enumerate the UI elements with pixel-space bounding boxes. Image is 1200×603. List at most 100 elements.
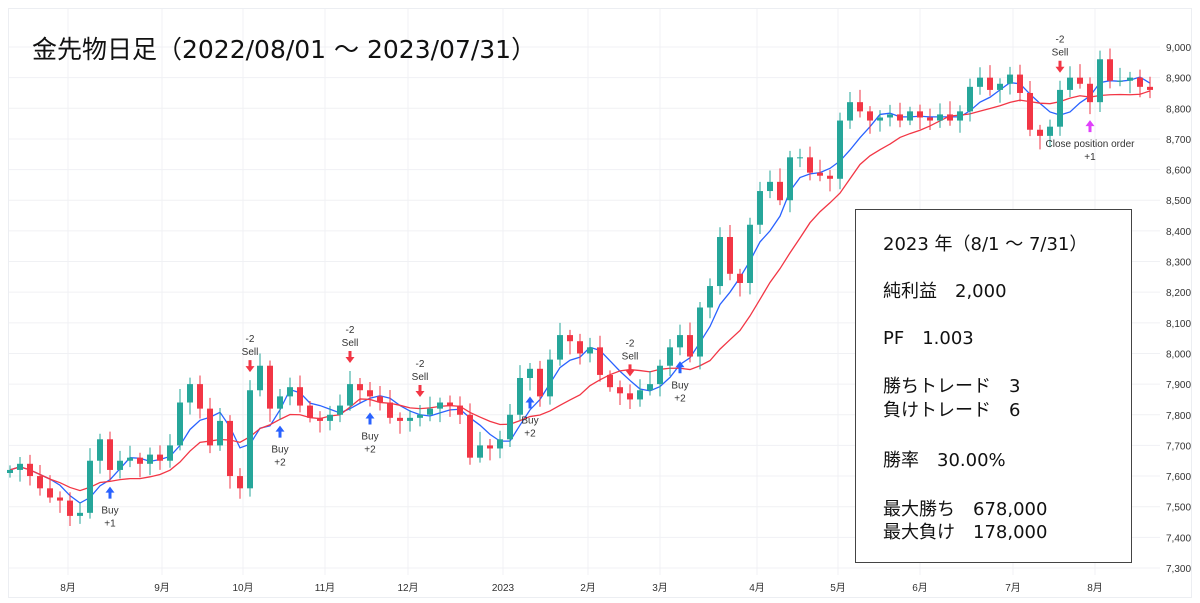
candle	[197, 375, 203, 419]
candle-body	[247, 390, 253, 489]
candle-body	[377, 396, 383, 403]
candle	[487, 438, 493, 461]
candle	[837, 112, 843, 190]
candle-body	[27, 463, 33, 477]
signal-label: Sell	[622, 351, 639, 362]
candle-body	[567, 335, 573, 342]
x-tick-label: 5月	[830, 582, 846, 594]
y-tick-label: 8,100	[1166, 319, 1191, 330]
x-tick-label: 10月	[232, 582, 253, 594]
candle	[497, 430, 503, 459]
candle-body	[577, 341, 583, 354]
candle	[547, 349, 553, 405]
candle	[447, 395, 453, 417]
candle	[607, 370, 613, 392]
close-arrow-icon	[1085, 120, 1095, 133]
sell-arrow-icon	[415, 384, 425, 397]
candle	[97, 433, 103, 474]
candle-body	[87, 460, 93, 513]
candle-body	[257, 365, 263, 391]
candle-body	[57, 497, 63, 501]
candle-body	[637, 390, 643, 400]
x-tick-label: 2023	[492, 583, 515, 594]
candle	[777, 168, 783, 206]
candle-body	[297, 387, 303, 406]
candle	[967, 78, 973, 122]
candle-body	[557, 335, 563, 360]
candle-body	[667, 347, 673, 366]
candle-body	[727, 237, 733, 274]
candle-body	[1147, 86, 1153, 90]
candle-body	[757, 191, 763, 225]
candle-body	[1077, 77, 1083, 84]
candle-body	[1017, 74, 1023, 93]
x-tick-label: 2月	[580, 582, 596, 594]
candle-body	[1097, 59, 1103, 103]
candle-body	[657, 365, 663, 385]
signal-label: Buy	[521, 416, 538, 427]
candle-body	[407, 417, 413, 421]
candle	[1117, 67, 1123, 87]
sell-arrow-icon	[345, 350, 355, 363]
candle-body	[977, 77, 983, 87]
candle	[77, 502, 83, 524]
candle-body	[497, 439, 503, 449]
candle	[467, 403, 473, 465]
signal-label: Close position order	[1046, 139, 1136, 150]
candle	[397, 412, 403, 434]
candle	[157, 445, 163, 470]
signal-qty: +1	[1084, 152, 1096, 163]
candle	[1087, 77, 1093, 115]
candle-body	[1027, 92, 1033, 130]
candle-body	[1047, 126, 1053, 136]
candle	[997, 78, 1003, 103]
candle-body	[237, 476, 243, 489]
candle-body	[1087, 83, 1093, 103]
candle-body	[737, 273, 743, 283]
candle	[227, 415, 233, 489]
signal-marker-sell: -2 Sell	[242, 334, 258, 373]
signal-label: Buy	[361, 431, 378, 442]
y-tick-label: 8,700	[1166, 135, 1191, 146]
signal-qty: -2	[1056, 35, 1065, 46]
candle	[327, 405, 333, 431]
sell-arrow-icon	[625, 364, 635, 377]
stats-max-loss: 最大負け 178,000	[883, 522, 1048, 543]
candle	[317, 411, 323, 433]
candle-body	[177, 402, 183, 446]
candle	[527, 362, 533, 391]
candle	[347, 370, 353, 411]
signal-marker-close: Close position order +1	[1046, 120, 1136, 163]
candle	[177, 389, 183, 451]
candle	[67, 492, 73, 527]
candle	[477, 431, 483, 463]
candle-body	[747, 224, 753, 283]
candle-body	[437, 402, 443, 409]
stats-pf: PF 1.003	[883, 328, 974, 349]
stats-max-win: 最大勝ち 678,000	[883, 499, 1048, 520]
candle	[217, 408, 223, 451]
candle	[517, 365, 523, 421]
candle	[247, 380, 253, 497]
candle	[817, 159, 823, 182]
sell-arrow-icon	[1055, 60, 1065, 73]
candle	[187, 377, 193, 415]
candle	[297, 375, 303, 413]
candle	[1077, 64, 1083, 89]
x-tick-label: 7月	[1005, 582, 1021, 594]
signal-marker-sell: -2 Sell	[1052, 35, 1068, 73]
candle	[957, 105, 963, 133]
candle-body	[947, 114, 953, 121]
candle	[887, 104, 893, 127]
candle-body	[627, 393, 633, 400]
y-tick-label: 8,300	[1166, 258, 1191, 269]
candle-body	[647, 384, 653, 391]
candle	[57, 491, 63, 513]
candle-body	[847, 102, 853, 121]
candle	[407, 410, 413, 432]
candle	[727, 225, 733, 281]
stats-net-profit: 純利益 2,000	[883, 281, 1007, 302]
candle-body	[877, 117, 883, 121]
signal-qty: +2	[364, 444, 376, 455]
